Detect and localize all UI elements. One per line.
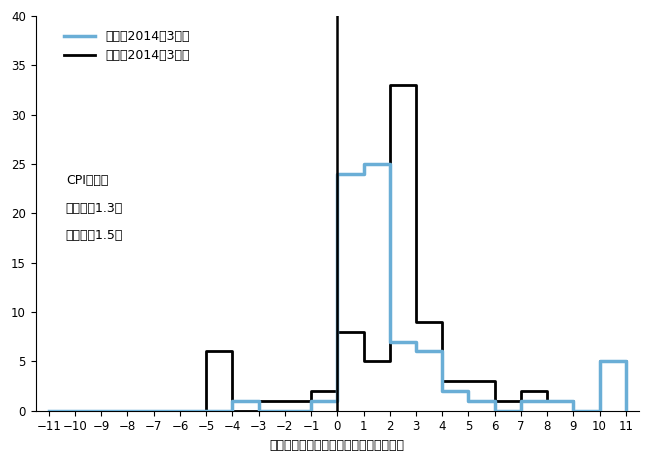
Text: 日本：＋1.3％: 日本：＋1.3％ [66,201,123,214]
Text: CPI前年比: CPI前年比 [66,174,109,187]
Text: 米国：＋1.5％: 米国：＋1.5％ [66,229,124,242]
X-axis label: （個別品目の価格上昇率、前年比、％）: （個別品目の価格上昇率、前年比、％） [270,439,405,452]
Legend: 日本（2014年3月）, 米国（2014年3月）: 日本（2014年3月）, 米国（2014年3月） [60,26,193,66]
